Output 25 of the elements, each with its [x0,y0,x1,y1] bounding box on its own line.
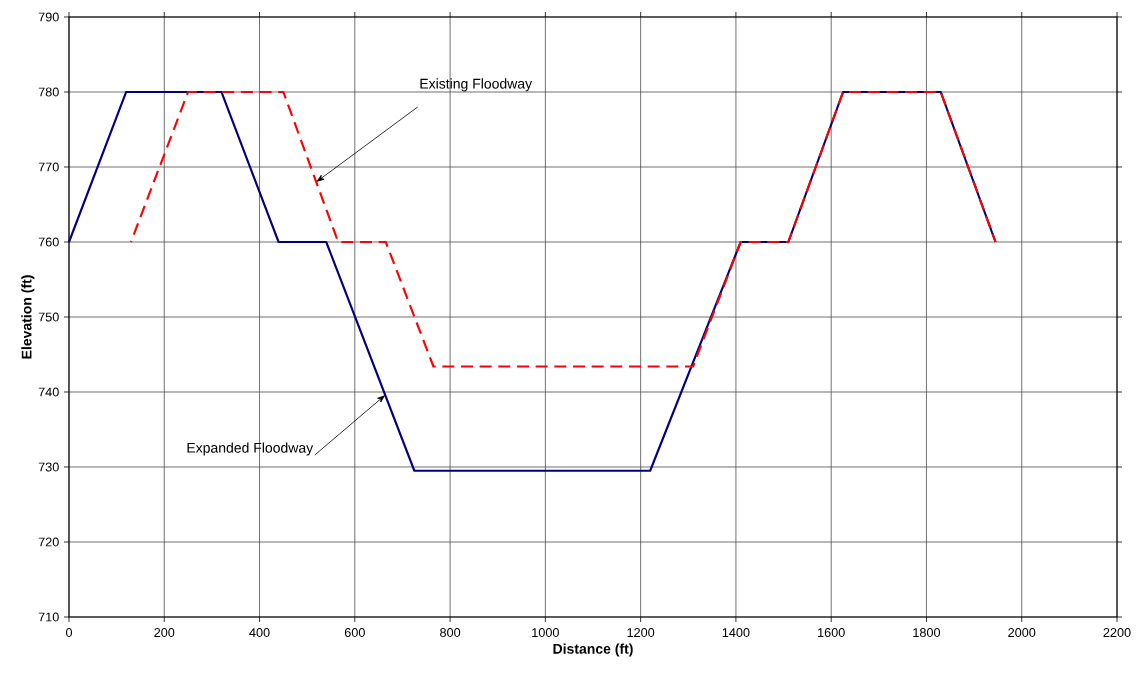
y-tick-label: 780 [38,87,59,97]
x-tick-label: 0 [65,628,73,638]
x-tick-label: 1800 [913,628,941,638]
y-tick-label: 740 [38,387,59,397]
x-tick-label: 2200 [1103,628,1131,638]
x-tick-label: 800 [440,628,461,638]
x-tick-label: 2000 [1008,628,1036,638]
x-tick-label: 200 [154,628,175,638]
y-tick-label: 770 [38,162,59,172]
x-tick-label: 1400 [722,628,750,638]
y-tick-label: 750 [38,312,59,322]
y-tick-label: 790 [38,12,59,22]
annotation: Expanded Floodway [187,442,314,456]
y-tick-label: 720 [38,537,59,547]
y-axis-title: Elevation (ft) [21,275,35,359]
x-tick-label: 400 [249,628,270,638]
x-tick-label: 1200 [627,628,655,638]
y-tick-label: 730 [38,462,59,472]
y-tick-label: 710 [38,612,59,622]
x-tick-label: 1000 [532,628,559,638]
x-tick-label: 600 [344,628,365,638]
x-tick-label: 1600 [818,628,845,638]
x-axis-title: Distance (ft) [553,643,633,657]
annotation: Existing Floodway [420,78,533,92]
y-tick-label: 760 [38,237,59,247]
